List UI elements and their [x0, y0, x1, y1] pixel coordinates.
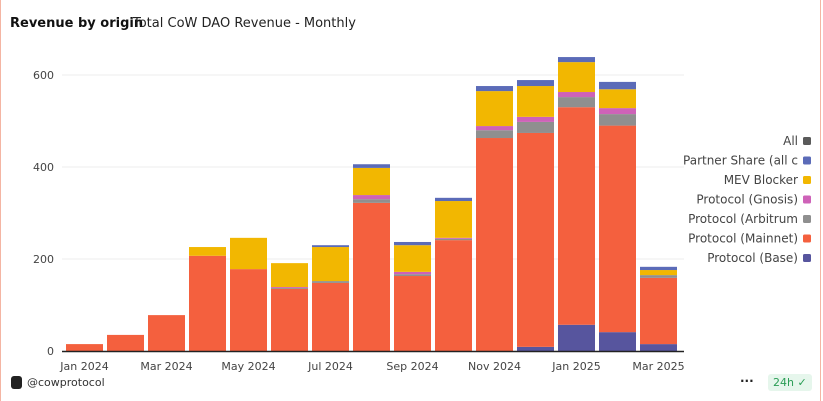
bar-segment [312, 281, 349, 283]
bar-segment [353, 167, 390, 196]
bar-segment [640, 275, 677, 278]
bar-segment [435, 201, 472, 238]
bar-segment [599, 108, 636, 115]
bar-segment [230, 269, 267, 351]
bar-segment [599, 81, 636, 90]
bar-segment [435, 238, 472, 241]
legend-label: MEV Blocker [724, 173, 798, 187]
refresh-badge[interactable]: 24h ✓ [768, 374, 812, 391]
more-options-button[interactable]: ··· [740, 374, 754, 388]
legend-swatch [803, 176, 811, 184]
bar-segment [271, 287, 308, 289]
bar-segment [517, 116, 554, 122]
legend-label: Protocol (Mainnet) [688, 232, 798, 246]
x-tick-label: Jul 2024 [307, 360, 353, 373]
bar-segment [353, 195, 390, 200]
bar-segment [353, 164, 390, 168]
bar-segment [558, 324, 595, 351]
bar-segment [230, 237, 267, 270]
bar-segment [558, 92, 595, 98]
y-tick-label: 0 [47, 345, 54, 358]
bar-segment [107, 334, 144, 351]
bar-segment [271, 288, 308, 351]
bar-segment [435, 240, 472, 351]
bar-segment [558, 97, 595, 108]
x-tick-label: Jan 2025 [551, 360, 600, 373]
bar-segment [394, 241, 431, 246]
bar-segment [558, 62, 595, 93]
x-tick-label: May 2024 [221, 360, 275, 373]
bar-segment [517, 346, 554, 351]
x-tick-label: Mar 2025 [632, 360, 684, 373]
bar-segment [476, 86, 513, 92]
bar-segment [312, 245, 349, 248]
bar-segment [189, 255, 226, 351]
bar-segment [476, 130, 513, 139]
bar-segment [271, 287, 308, 288]
bar-segment [353, 199, 390, 203]
legend-label: Protocol (Base) [707, 251, 798, 265]
bar-segment [517, 86, 554, 117]
bar-segment [435, 197, 472, 202]
bar-segment [476, 91, 513, 127]
y-tick-label: 400 [33, 161, 54, 174]
legend-swatch [803, 195, 811, 204]
bar-segment [517, 132, 554, 347]
bar-segment [189, 247, 226, 256]
bar-segment [148, 315, 185, 351]
chart-subtitle: Total CoW DAO Revenue - Monthly [133, 16, 356, 31]
bar-segment [640, 344, 677, 351]
bar-segment [640, 277, 677, 345]
bar-segment [312, 247, 349, 282]
bar-segment [353, 202, 390, 351]
legend-label: Protocol (Arbitrum [688, 212, 798, 226]
legend-swatch [803, 137, 811, 145]
legend-swatch [803, 254, 811, 262]
bar-segment [599, 125, 636, 333]
bar-segment [599, 89, 636, 109]
bar-segment [476, 138, 513, 351]
legend-label: Partner Share (all c [683, 154, 798, 168]
footer-author[interactable]: @cowprotocol [11, 376, 105, 389]
bar-segment [558, 107, 595, 325]
y-tick-label: 200 [33, 253, 54, 266]
bar-segment [640, 266, 677, 271]
bar-segment [599, 114, 636, 126]
bar-segment [271, 263, 308, 288]
bar-segment [517, 80, 554, 87]
bar-segment [476, 126, 513, 131]
legend-swatch [803, 156, 811, 165]
bar-segment [599, 332, 636, 351]
legend-label: All [783, 134, 798, 148]
bar-segment [66, 344, 103, 351]
y-tick-label: 600 [33, 69, 54, 82]
bar-segment [394, 271, 431, 275]
bar-segment [640, 270, 677, 276]
bar-segment [312, 282, 349, 351]
chart-title: Revenue by origin [10, 16, 144, 31]
x-tick-label: Mar 2024 [140, 360, 192, 373]
author-handle: @cowprotocol [27, 376, 105, 389]
bar-segment [435, 237, 472, 239]
bar-segment [394, 274, 431, 277]
bar-segment [394, 276, 431, 351]
legend-swatch [803, 234, 811, 243]
x-tick-label: Jan 2024 [59, 360, 108, 373]
bar-segment [394, 245, 431, 272]
cow-logo-icon [11, 376, 22, 389]
bar-segment [558, 57, 595, 63]
bar-segment [517, 121, 554, 133]
x-tick-label: Sep 2024 [386, 360, 438, 373]
legend-swatch [803, 215, 811, 223]
x-tick-label: Nov 2024 [468, 360, 521, 373]
legend-label: Protocol (Gnosis) [696, 193, 798, 207]
